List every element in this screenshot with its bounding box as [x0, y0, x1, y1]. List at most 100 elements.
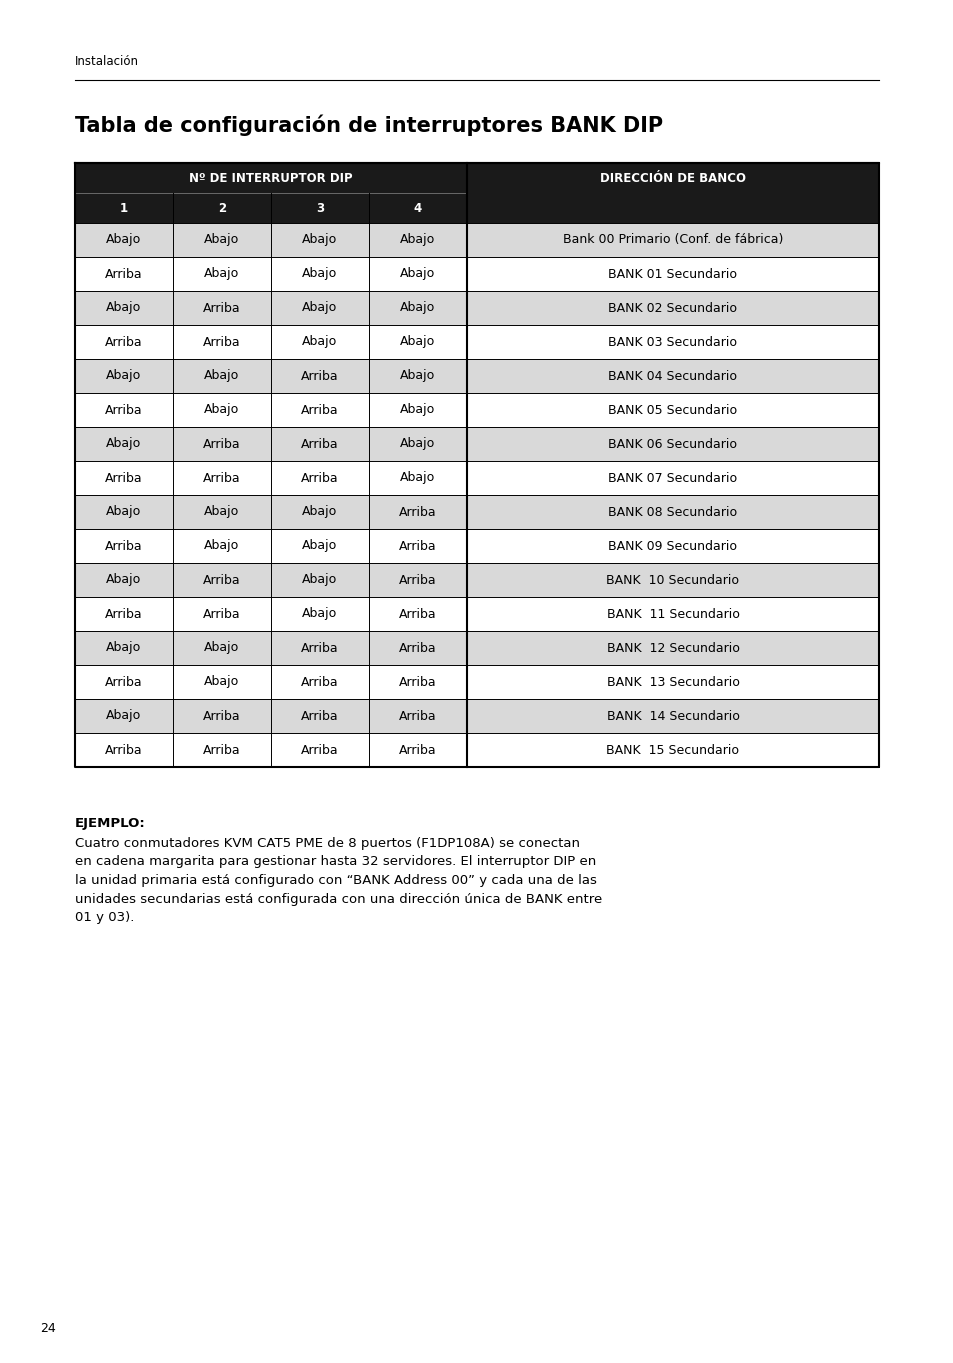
Bar: [75, 393, 878, 427]
Bar: [75, 258, 878, 290]
Text: Arriba: Arriba: [105, 472, 143, 484]
Bar: [75, 631, 878, 665]
Text: Abajo: Abajo: [204, 267, 239, 281]
Text: BANK  14 Secundario: BANK 14 Secundario: [606, 710, 739, 722]
Text: Arriba: Arriba: [301, 403, 338, 417]
Text: Abajo: Abajo: [204, 369, 239, 383]
Text: 24: 24: [40, 1322, 55, 1334]
Text: Abajo: Abajo: [204, 233, 239, 247]
Bar: [75, 699, 878, 733]
Text: BANK 07 Secundario: BANK 07 Secundario: [608, 472, 737, 484]
Text: Abajo: Abajo: [204, 540, 239, 552]
Text: 2: 2: [217, 202, 226, 214]
Text: Arriba: Arriba: [301, 438, 338, 451]
Text: Abajo: Abajo: [107, 301, 141, 315]
Bar: [75, 358, 878, 393]
Bar: [75, 563, 878, 597]
Text: Abajo: Abajo: [204, 676, 239, 688]
Bar: [75, 194, 878, 224]
Text: Arriba: Arriba: [398, 710, 436, 722]
Text: BANK 06 Secundario: BANK 06 Secundario: [608, 438, 737, 451]
Text: Arriba: Arriba: [398, 608, 436, 620]
Text: Abajo: Abajo: [302, 267, 337, 281]
Text: BANK  15 Secundario: BANK 15 Secundario: [606, 743, 739, 756]
Text: Abajo: Abajo: [400, 438, 436, 451]
Text: Abajo: Abajo: [107, 438, 141, 451]
Text: Abajo: Abajo: [400, 301, 436, 315]
Bar: [75, 461, 878, 495]
Text: Arriba: Arriba: [301, 369, 338, 383]
Bar: [75, 324, 878, 358]
Text: Abajo: Abajo: [302, 608, 337, 620]
Text: Instalación: Instalación: [75, 55, 139, 68]
Text: Arriba: Arriba: [203, 472, 240, 484]
Text: Nº DE INTERRUPTOR DIP: Nº DE INTERRUPTOR DIP: [189, 172, 353, 184]
Text: Arriba: Arriba: [398, 506, 436, 518]
Text: Arriba: Arriba: [398, 574, 436, 586]
Text: Abajo: Abajo: [107, 574, 141, 586]
Bar: [75, 597, 878, 631]
Text: Arriba: Arriba: [203, 574, 240, 586]
Text: Arriba: Arriba: [105, 608, 143, 620]
Text: Abajo: Abajo: [302, 506, 337, 518]
Text: Abajo: Abajo: [204, 403, 239, 417]
Text: Abajo: Abajo: [302, 574, 337, 586]
Text: BANK  11 Secundario: BANK 11 Secundario: [606, 608, 739, 620]
Text: Abajo: Abajo: [204, 642, 239, 654]
Text: 4: 4: [414, 202, 421, 214]
Text: BANK 03 Secundario: BANK 03 Secundario: [608, 335, 737, 349]
Text: BANK  10 Secundario: BANK 10 Secundario: [606, 574, 739, 586]
Text: Abajo: Abajo: [107, 369, 141, 383]
Text: Arriba: Arriba: [203, 710, 240, 722]
Text: Arriba: Arriba: [203, 301, 240, 315]
Text: Abajo: Abajo: [107, 506, 141, 518]
Text: BANK 09 Secundario: BANK 09 Secundario: [608, 540, 737, 552]
Text: Arriba: Arriba: [105, 540, 143, 552]
Text: Abajo: Abajo: [204, 506, 239, 518]
Text: Abajo: Abajo: [302, 233, 337, 247]
Text: Arriba: Arriba: [203, 608, 240, 620]
Text: Abajo: Abajo: [400, 369, 436, 383]
Text: Abajo: Abajo: [400, 335, 436, 349]
Text: Abajo: Abajo: [107, 710, 141, 722]
Bar: [75, 427, 878, 461]
Text: Abajo: Abajo: [400, 472, 436, 484]
Text: Arriba: Arriba: [203, 335, 240, 349]
Text: Abajo: Abajo: [302, 301, 337, 315]
Text: Abajo: Abajo: [302, 540, 337, 552]
Text: Abajo: Abajo: [107, 233, 141, 247]
Text: Arriba: Arriba: [105, 335, 143, 349]
Text: Tabla de configuración de interruptores BANK DIP: Tabla de configuración de interruptores …: [75, 114, 662, 136]
Text: Abajo: Abajo: [400, 267, 436, 281]
Text: Arriba: Arriba: [398, 743, 436, 756]
Text: DIRECCIÓN DE BANCO: DIRECCIÓN DE BANCO: [599, 172, 745, 184]
Bar: [75, 495, 878, 529]
Bar: [75, 665, 878, 699]
Text: BANK  13 Secundario: BANK 13 Secundario: [606, 676, 739, 688]
Text: Bank 00 Primario (Conf. de fábrica): Bank 00 Primario (Conf. de fábrica): [562, 233, 782, 247]
Text: Arriba: Arriba: [301, 472, 338, 484]
Text: Arriba: Arriba: [203, 743, 240, 756]
Text: Abajo: Abajo: [107, 642, 141, 654]
Text: Arriba: Arriba: [203, 438, 240, 451]
Text: Abajo: Abajo: [400, 233, 436, 247]
Text: Arriba: Arriba: [301, 676, 338, 688]
Text: BANK 02 Secundario: BANK 02 Secundario: [608, 301, 737, 315]
Text: 3: 3: [315, 202, 324, 214]
Bar: [75, 290, 878, 324]
Text: Arriba: Arriba: [301, 743, 338, 756]
Text: Arriba: Arriba: [398, 540, 436, 552]
Bar: [467, 164, 878, 194]
Text: Abajo: Abajo: [400, 403, 436, 417]
Text: BANK  12 Secundario: BANK 12 Secundario: [606, 642, 739, 654]
Text: 1: 1: [120, 202, 128, 214]
Text: BANK 08 Secundario: BANK 08 Secundario: [608, 506, 737, 518]
Text: Arriba: Arriba: [398, 642, 436, 654]
Text: Arriba: Arriba: [105, 267, 143, 281]
Text: EJEMPLO:: EJEMPLO:: [75, 816, 146, 830]
Text: Arriba: Arriba: [105, 676, 143, 688]
Text: BANK 05 Secundario: BANK 05 Secundario: [608, 403, 737, 417]
Text: BANK 04 Secundario: BANK 04 Secundario: [608, 369, 737, 383]
Bar: [75, 529, 878, 563]
Text: Arriba: Arriba: [105, 743, 143, 756]
